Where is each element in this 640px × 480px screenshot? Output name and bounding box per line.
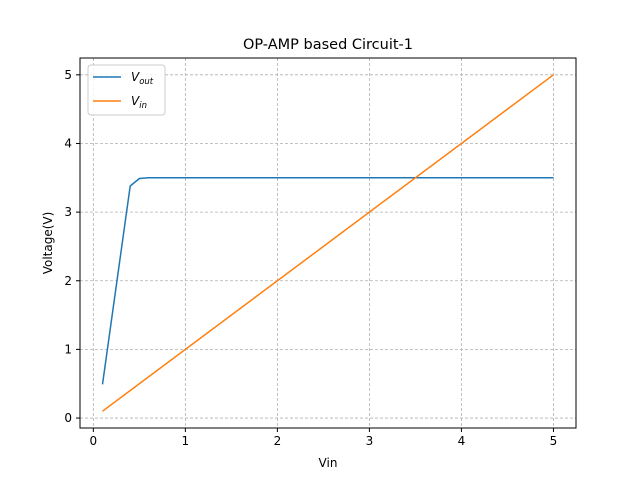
x-tick-label: 2 <box>274 434 282 448</box>
y-tick-label: 4 <box>64 136 72 150</box>
series-line-vout <box>101 177 554 385</box>
grid <box>80 58 576 428</box>
x-tick-label: 0 <box>90 434 98 448</box>
axis-ticks: 0 1 2 3 4 5 0 1 2 3 4 5 <box>64 68 557 448</box>
x-tick-label: 3 <box>366 434 374 448</box>
x-axis-label: Vin <box>319 456 338 470</box>
y-axis-label: Voltage(V) <box>41 212 55 275</box>
y-tick-label: 0 <box>64 411 72 425</box>
plot-frame <box>79 57 577 429</box>
legend-label-vin: Vin <box>131 94 147 111</box>
series-line-vin <box>102 74 554 412</box>
y-tick-label: 3 <box>64 205 72 219</box>
y-tick-label: 2 <box>64 274 72 288</box>
x-tick-label: 4 <box>458 434 466 448</box>
x-tick-label: 5 <box>550 434 558 448</box>
y-tick-label: 5 <box>64 68 72 82</box>
chart-title: OP-AMP based Circuit-1 <box>243 37 413 53</box>
legend: Vout Vin <box>87 64 166 116</box>
legend-box <box>87 64 166 116</box>
y-tick-label: 1 <box>64 342 72 356</box>
x-tick-label: 1 <box>182 434 190 448</box>
legend-label-vout: Vout <box>131 70 154 87</box>
series-lines <box>101 74 554 412</box>
